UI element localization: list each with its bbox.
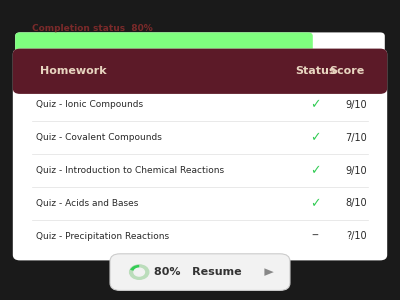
Text: 8/10: 8/10 <box>346 198 367 208</box>
Text: ✓: ✓ <box>310 164 320 177</box>
FancyBboxPatch shape <box>15 32 313 58</box>
Text: 80%   Resume: 80% Resume <box>154 267 242 277</box>
Text: ✓: ✓ <box>310 197 320 210</box>
FancyBboxPatch shape <box>15 32 385 58</box>
FancyBboxPatch shape <box>13 49 387 260</box>
Text: Completion status  80%: Completion status 80% <box>32 24 153 33</box>
Text: 9/10: 9/10 <box>346 166 367 176</box>
Text: ?/10: ?/10 <box>346 231 367 241</box>
Circle shape <box>134 268 144 276</box>
Wedge shape <box>130 265 139 271</box>
FancyBboxPatch shape <box>110 254 290 290</box>
Text: Score: Score <box>330 66 365 76</box>
Text: Status: Status <box>295 66 336 76</box>
Text: –: – <box>312 229 319 243</box>
Bar <box>20 73 380 88</box>
Text: Quiz - Acids and Bases: Quiz - Acids and Bases <box>36 199 138 208</box>
Text: ✓: ✓ <box>310 131 320 144</box>
Text: Homework: Homework <box>40 66 107 76</box>
Polygon shape <box>264 268 274 276</box>
Circle shape <box>130 265 149 279</box>
Text: Quiz - Covalent Compounds: Quiz - Covalent Compounds <box>36 133 162 142</box>
Text: Quiz - Introduction to Chemical Reactions: Quiz - Introduction to Chemical Reaction… <box>36 166 224 175</box>
Text: Quiz - Precipitation Reactions: Quiz - Precipitation Reactions <box>36 232 169 241</box>
Text: 7/10: 7/10 <box>346 133 367 143</box>
Text: ✓: ✓ <box>310 98 320 111</box>
FancyBboxPatch shape <box>13 49 387 94</box>
Bar <box>20 54 380 88</box>
Text: 9/10: 9/10 <box>346 100 367 110</box>
Text: Quiz - Ionic Compounds: Quiz - Ionic Compounds <box>36 100 143 109</box>
